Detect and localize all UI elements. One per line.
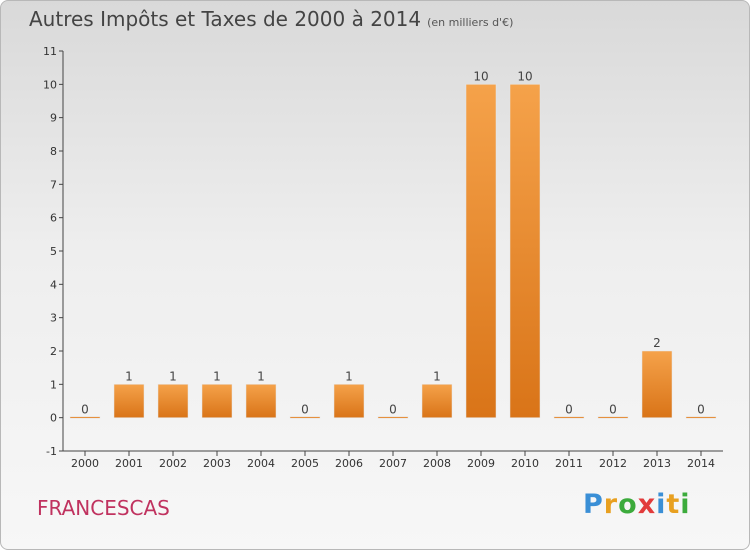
logo-letter: P [583,489,604,520]
bar-value-label: 1 [125,369,133,383]
x-tick-label: 2013 [643,457,671,470]
logo-letter: i [680,489,691,520]
x-tick-label: 2007 [379,457,407,470]
unit-note: (en milliers d'€) [427,16,514,29]
y-tick-label: 4 [50,278,57,291]
x-tick-label: 2000 [71,457,99,470]
bar-value-label: 1 [169,369,177,383]
x-tick-label: 2008 [423,457,451,470]
bar [201,384,233,418]
bar [509,84,541,418]
title-text: Autres Impôts et Taxes de 2000 à 2014 [29,7,422,31]
y-tick-label: 9 [50,112,57,125]
bar-value-label: 1 [257,369,265,383]
bar [157,384,189,418]
bar-value-label: 0 [565,403,573,417]
bar [641,350,673,418]
bars [69,84,717,419]
bar-value-label: 0 [81,403,89,417]
bar-value-label: 1 [345,369,353,383]
x-tick-label: 2012 [599,457,627,470]
bar [597,416,629,419]
logo-letter: r [603,489,619,520]
y-tick-label: 10 [43,78,57,91]
bar-value-label: 0 [609,403,617,417]
bar [69,416,101,419]
x-tick-label: 2003 [203,457,231,470]
y-tick-label: -1 [46,445,57,458]
y-tick-label: 6 [50,212,57,225]
bar [465,84,497,418]
logo-letter: i [656,489,667,520]
bar [421,384,453,418]
bar-value-label: 0 [301,403,309,417]
bar-value-label: 2 [653,336,661,350]
y-tick-label: 8 [50,145,57,158]
x-tick-label: 2006 [335,457,363,470]
bar [377,416,409,419]
logo-letter: x [637,489,657,520]
y-tick-label: 0 [50,412,57,425]
bar-value-label: 0 [389,403,397,417]
y-tick-label: 7 [50,178,57,191]
bar-value-label: 10 [473,69,488,83]
bar-value-label: 1 [433,369,441,383]
y-tick-label: 2 [50,345,57,358]
bar-value-label: 0 [697,403,705,417]
bar [553,416,585,419]
bar [333,384,365,418]
y-tick-label: 3 [50,312,57,325]
x-tick-label: 2004 [247,457,275,470]
logo-letter: t [666,489,681,520]
x-tick-label: 2001 [115,457,143,470]
x-tick-label: 2010 [511,457,539,470]
chart-title: Autres Impôts et Taxes de 2000 à 2014 (en… [29,7,513,31]
commune-name: FRANCESCAS [37,496,170,520]
y-tick-label: 5 [50,245,57,258]
bar-value-label: 1 [213,369,221,383]
x-tick-label: 2002 [159,457,187,470]
bar-value-label: 10 [517,69,532,83]
bar [289,416,321,419]
bar [685,416,717,419]
y-tick-label: 11 [43,45,57,58]
x-tick-label: 2005 [291,457,319,470]
x-tick-label: 2011 [555,457,583,470]
bar [245,384,277,418]
bar [113,384,145,418]
x-tick-label: 2009 [467,457,495,470]
y-tick-label: 1 [50,378,57,391]
x-tick-label: 2014 [687,457,715,470]
logo-letter: o [618,489,638,520]
proxiti-logo: Proxiti [583,489,691,520]
